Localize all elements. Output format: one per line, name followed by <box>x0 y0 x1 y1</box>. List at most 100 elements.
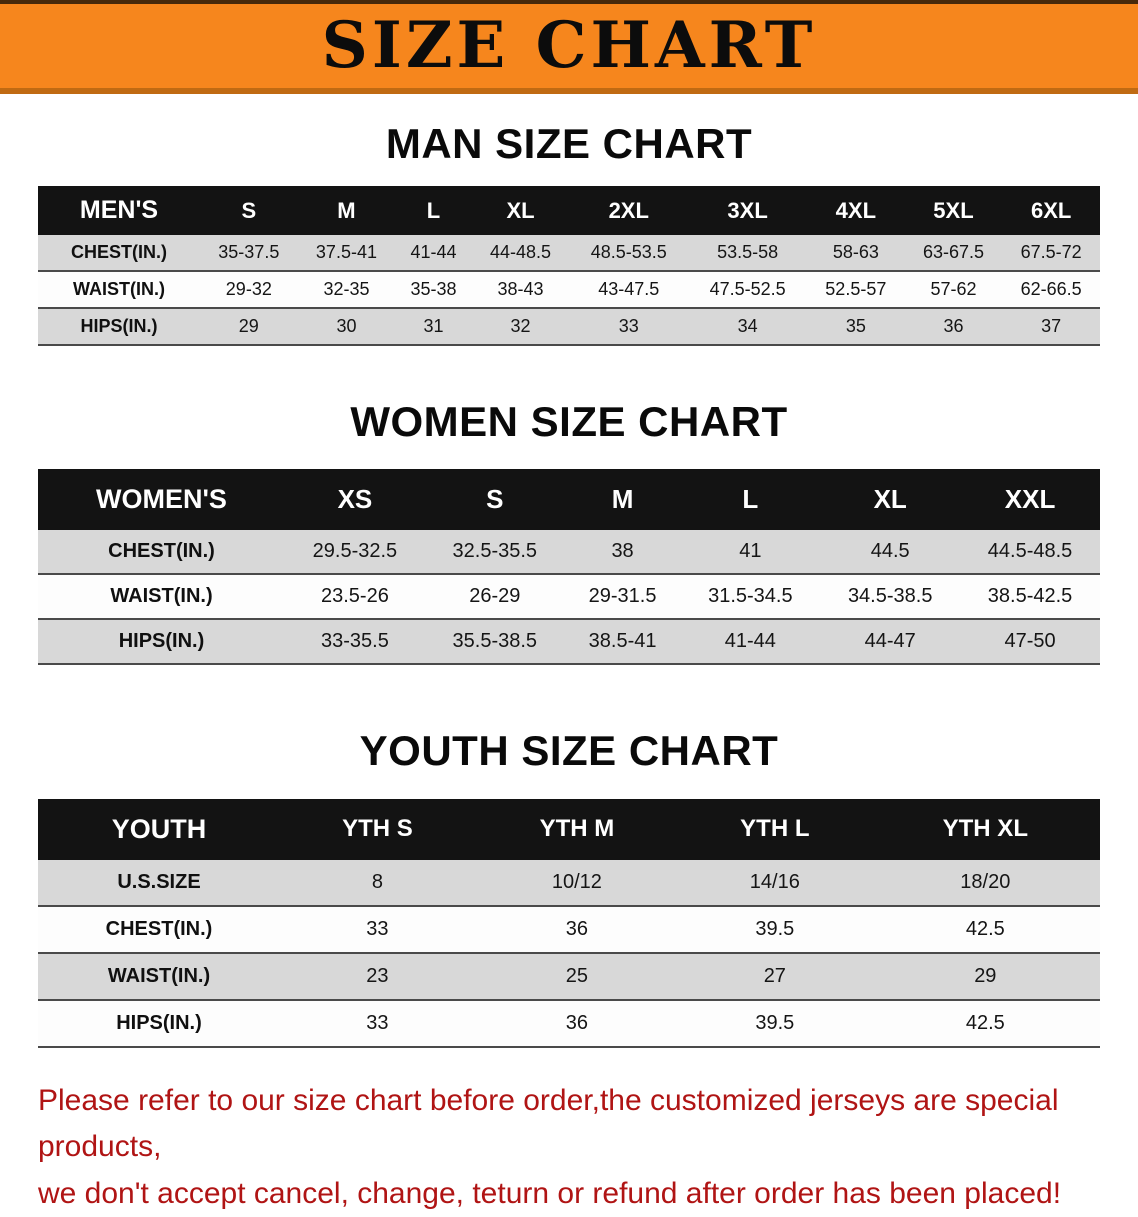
men-section-title: MAN SIZE CHART <box>385 120 753 167</box>
size-chart-content: MAN SIZE CHART MEN'S S M L XL 2XL 3XL 4XL 5XL 6XL… <box>0 120 1138 1217</box>
disclaimer-line-1: Please refer to our size chart before or… <box>38 1083 1059 1164</box>
table-header-row: YOUTH YTH S YTH M YTH L YTH XL <box>38 798 1100 860</box>
size-value-cell: 29-31.5 <box>588 584 657 607</box>
size-value-cell: 27 <box>763 964 786 987</box>
size-value-cell: 58-63 <box>832 242 879 263</box>
size-value-cell: 29.5-32.5 <box>312 539 398 562</box>
size-value-cell: 63-67.5 <box>922 242 984 263</box>
size-value-cell: 37 <box>1041 316 1062 337</box>
size-value-cell: 38-43 <box>497 279 544 300</box>
men-size-table: MEN'S S M L XL 2XL 3XL 4XL 5XL 6XL CHEST(IN.) 35-37… <box>38 186 1100 346</box>
size-value-cell: 33 <box>366 1011 389 1034</box>
table-corner-label: WOMEN'S <box>38 468 285 530</box>
size-value-cell: 35-37.5 <box>218 242 280 263</box>
size-value-cell: 44-47 <box>864 629 916 652</box>
size-value-cell: 57-62 <box>930 279 977 300</box>
size-value-cell: 38.5-42.5 <box>987 584 1073 607</box>
size-value-cell: 32 <box>510 316 531 337</box>
size-value-cell: 41-44 <box>410 242 457 263</box>
row-label: HIPS(IN.) <box>80 316 158 337</box>
size-value-cell: 25 <box>565 964 589 987</box>
youth-section-title: YOUTH SIZE CHART <box>359 726 779 774</box>
size-column-header: S <box>424 468 565 530</box>
table-row: U.S.SIZE 8 10/12 14/16 18/20 <box>38 859 1100 906</box>
size-column-header: S <box>200 186 298 236</box>
size-value-cell: 42.5 <box>965 917 1005 940</box>
size-value-cell: 30 <box>336 316 357 337</box>
disclaimer-line-2: we don't accept cancel, change, teturn o… <box>38 1176 1062 1210</box>
women-section-title: WOMEN SIZE CHART <box>350 398 788 446</box>
size-value-cell: 44-48.5 <box>489 242 552 263</box>
row-label: HIPS(IN.) <box>118 629 205 652</box>
size-value-cell: 33 <box>618 316 639 337</box>
size-value-cell: 23.5-26 <box>321 584 389 607</box>
size-column-header: YTH XL <box>870 798 1100 860</box>
table-row: CHEST(IN.) 35-37.5 37.5-41 41-44 44-48.5 48.5… <box>38 235 1100 272</box>
size-value-cell: 38 <box>611 539 634 562</box>
size-value-cell: 23 <box>366 964 389 987</box>
size-column-header: M <box>297 186 396 236</box>
size-value-cell: 36 <box>565 917 589 940</box>
size-value-cell: 52.5-57 <box>825 279 887 300</box>
size-value-cell: 38.5-41 <box>588 629 657 652</box>
size-value-cell: 41-44 <box>724 629 776 652</box>
size-value-cell: 43-47.5 <box>598 279 660 300</box>
size-value-cell: 32-35 <box>323 279 370 300</box>
size-value-cell: 10/12 <box>551 870 602 893</box>
size-value-cell: 29-32 <box>225 279 272 300</box>
men-size-section: MAN SIZE CHART MEN'S S M L XL 2XL 3XL 4XL 5XL 6XL… <box>0 120 1138 346</box>
size-column-header: 6XL <box>1002 186 1100 236</box>
disclaimer-text: Please refer to our size chart before or… <box>38 1078 1100 1217</box>
size-column-header: YTH M <box>474 798 680 860</box>
size-value-cell: 44.5-48.5 <box>987 539 1073 562</box>
table-header-row: WOMEN'S XS S M L XL XXL <box>38 468 1100 530</box>
size-value-cell: 39.5 <box>755 1011 795 1034</box>
size-value-cell: 32.5-35.5 <box>452 539 538 562</box>
size-value-cell: 39.5 <box>755 917 795 940</box>
row-label: HIPS(IN.) <box>116 1011 202 1034</box>
size-value-cell: 33 <box>366 917 389 940</box>
size-column-header: YTH L <box>679 798 871 860</box>
size-value-cell: 47.5-52.5 <box>709 279 786 300</box>
row-label: CHEST(IN.) <box>71 242 167 263</box>
table-corner-label: YOUTH <box>38 798 280 860</box>
size-column-header: 2XL <box>569 186 689 236</box>
size-value-cell: 29 <box>238 316 259 337</box>
size-value-cell: 31 <box>423 316 444 337</box>
size-value-cell: 31.5-34.5 <box>708 584 793 607</box>
size-value-cell: 33-35.5 <box>321 629 389 652</box>
size-value-cell: 34.5-38.5 <box>847 584 933 607</box>
row-label: WAIST(IN.) <box>110 584 213 607</box>
row-label: CHEST(IN.) <box>108 539 215 562</box>
size-value-cell: 14/16 <box>749 870 800 893</box>
size-value-cell: 26-29 <box>469 584 521 607</box>
size-value-cell: 34 <box>737 316 758 337</box>
table-row: HIPS(IN.) 29 30 31 32 33 34 35 36 37 <box>38 308 1100 346</box>
size-column-header: L <box>680 468 821 530</box>
table-row: HIPS(IN.) 33 36 39.5 42.5 <box>38 999 1100 1047</box>
table-row: WAIST(IN.) 23.5-26 26-29 29-31.5 31.5-34.5 34… <box>38 573 1100 619</box>
size-column-header: 5XL <box>904 186 1003 236</box>
table-header-row: MEN'S S M L XL 2XL 3XL 4XL 5XL 6XL <box>38 186 1100 236</box>
size-column-header: XL <box>471 186 570 236</box>
row-label: WAIST(IN.) <box>73 279 165 300</box>
row-label: WAIST(IN.) <box>107 964 211 987</box>
women-size-table: WOMEN'S XS S M L XL XXL CHEST(IN.) 29.5-32.5 32.5… <box>38 468 1100 665</box>
size-value-cell: 36 <box>943 316 964 337</box>
size-value-cell: 36 <box>565 1011 589 1034</box>
women-size-section: WOMEN SIZE CHART WOMEN'S XS S M L XL XXL CHEST(… <box>0 398 1138 664</box>
size-column-header: 3XL <box>688 186 808 236</box>
size-value-cell: 42.5 <box>965 1011 1005 1034</box>
size-column-header: XXL <box>960 468 1100 530</box>
size-value-cell: 44.5 <box>870 539 910 562</box>
size-value-cell: 67.5-72 <box>1020 242 1082 263</box>
size-column-header: YTH S <box>280 798 475 860</box>
youth-size-table: YOUTH YTH S YTH M YTH L YTH XL U.S.SIZE 8 10/12… <box>38 798 1100 1048</box>
size-column-header: XL <box>820 468 961 530</box>
table-corner-label: MEN'S <box>38 186 200 236</box>
banner-title: SIZE CHART <box>321 8 817 83</box>
row-label: CHEST(IN.) <box>105 917 213 940</box>
size-value-cell: 18/20 <box>960 870 1011 893</box>
size-value-cell: 62-66.5 <box>1020 279 1082 300</box>
size-value-cell: 35.5-38.5 <box>452 629 538 652</box>
